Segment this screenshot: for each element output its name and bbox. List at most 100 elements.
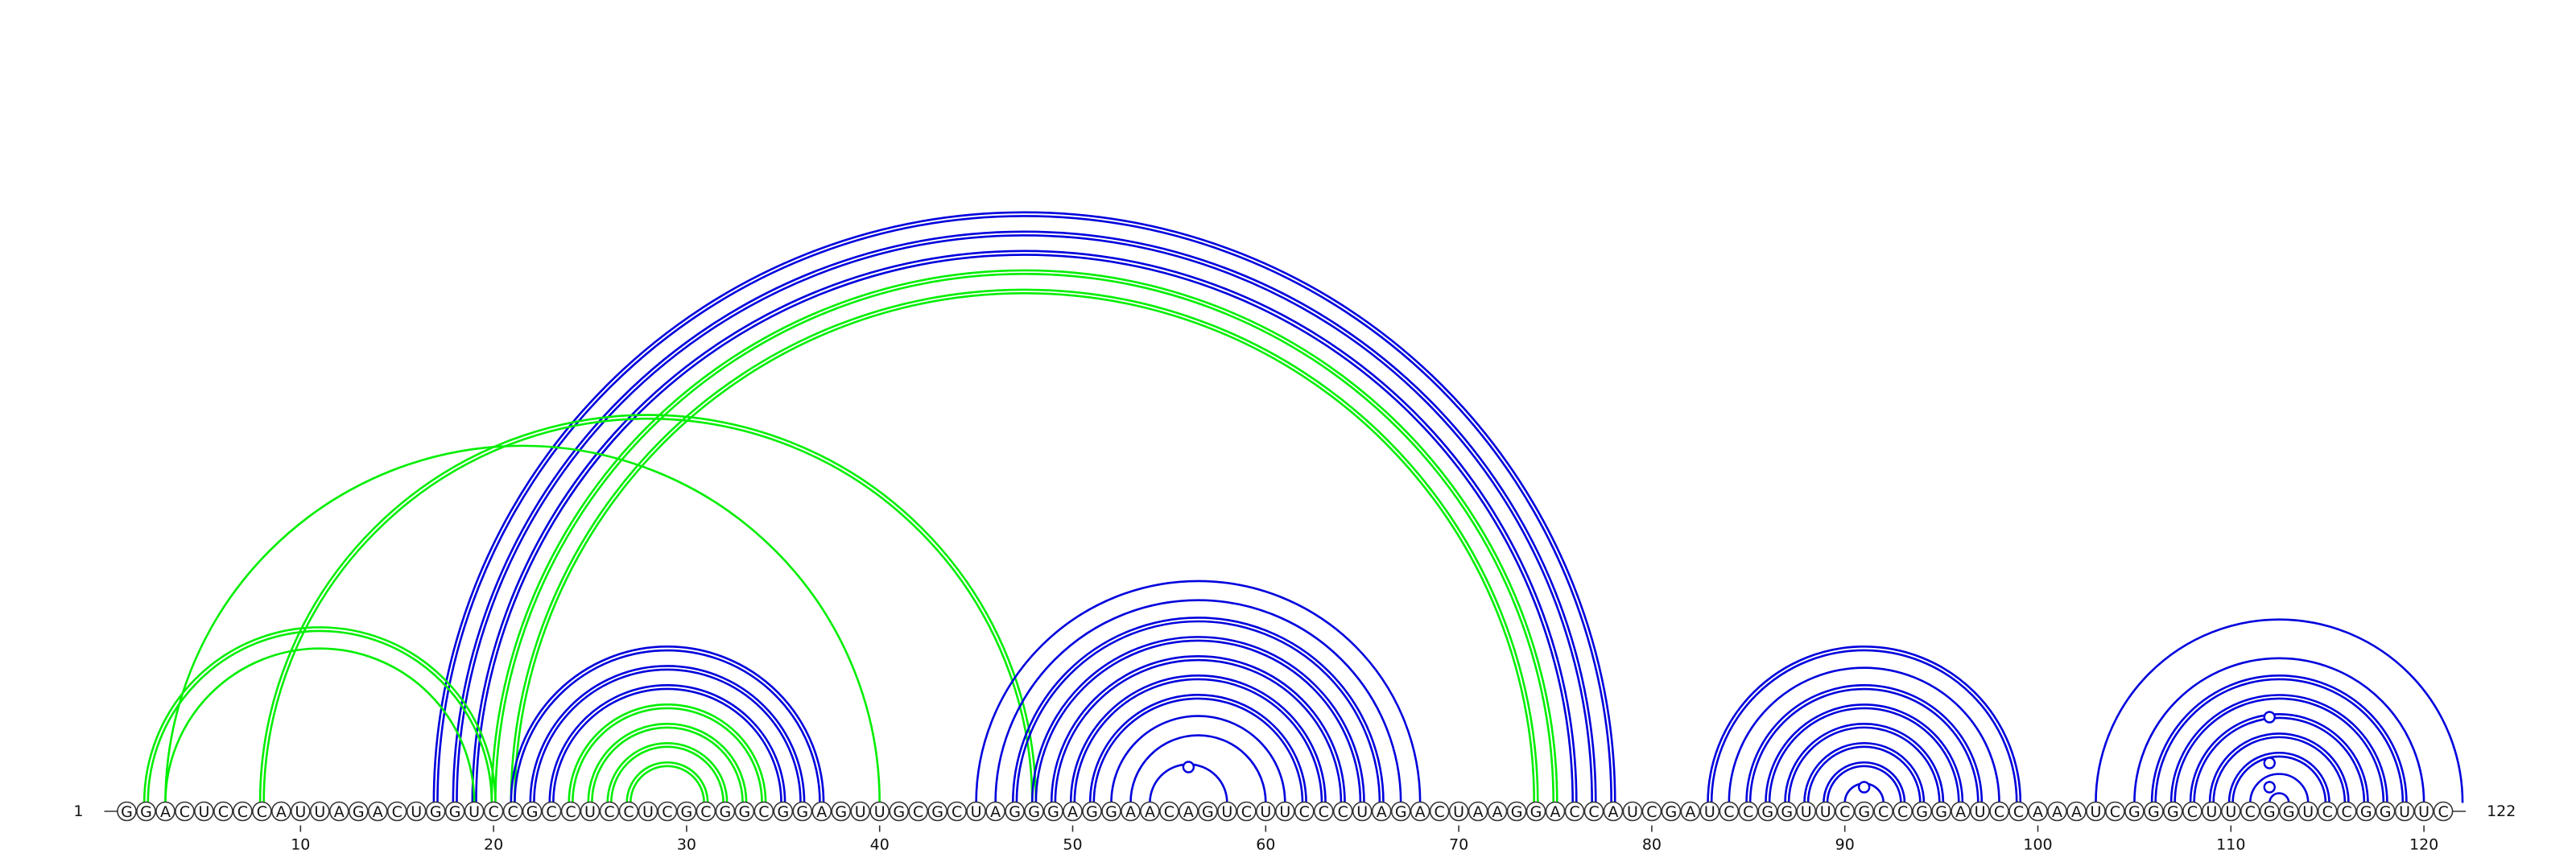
nucleotide-letter: G bbox=[1202, 803, 1214, 821]
nucleotide-circle bbox=[1468, 801, 1488, 822]
nucleotide-letter: U bbox=[584, 803, 596, 821]
nucleotide-letter: C bbox=[913, 803, 923, 821]
nucleotide-letter: U bbox=[2418, 803, 2429, 821]
nucleotide: U bbox=[1699, 801, 1720, 822]
nucleotide-circle bbox=[1179, 801, 1199, 822]
nucleotide-circle bbox=[2163, 801, 2183, 822]
nucleotide: A bbox=[1063, 801, 1083, 822]
base-pair-arc bbox=[514, 649, 821, 803]
nucleotide-circle bbox=[1661, 801, 1682, 822]
nucleotide-circle bbox=[1796, 801, 1817, 822]
nucleotide: U bbox=[1448, 801, 1469, 822]
base-pair-arc bbox=[1015, 620, 1381, 803]
nucleotide-circle bbox=[2086, 801, 2106, 822]
nucleotide-circle bbox=[1429, 801, 1450, 822]
nucleotide-circle bbox=[155, 801, 175, 822]
nucleotide-circle bbox=[2066, 801, 2087, 822]
nucleotide-letter: C bbox=[180, 803, 190, 821]
nucleotide-letter: G bbox=[121, 803, 133, 821]
nucleotide-letter: C bbox=[1743, 803, 1753, 821]
nucleotide: A bbox=[1410, 801, 1430, 822]
nucleotide: C bbox=[2105, 801, 2125, 822]
nucleotide-letter: G bbox=[777, 803, 789, 821]
nucleotide: G bbox=[1101, 801, 1121, 822]
base-pair-arc bbox=[568, 703, 767, 803]
nucleotide-circle bbox=[464, 801, 485, 822]
base-pair-arc bbox=[533, 668, 802, 803]
nucleotide-circle bbox=[696, 801, 716, 822]
nucleotide-circle bbox=[2028, 801, 2048, 822]
nucleotide-letter: A bbox=[1183, 803, 1194, 821]
nucleotide-letter: A bbox=[334, 803, 345, 821]
nucleotide-letter: A bbox=[1685, 803, 1695, 821]
nucleotide-circle bbox=[985, 801, 1005, 822]
nucleotide-letter: G bbox=[1666, 803, 1678, 821]
base-pair-arc bbox=[2169, 694, 2388, 803]
tick-label: 60 bbox=[1256, 836, 1275, 854]
nucleotide: G bbox=[2259, 801, 2280, 822]
base-pair-arc bbox=[1710, 649, 2018, 803]
nucleotide-circle bbox=[1390, 801, 1411, 822]
nucleotide-letter: U bbox=[2206, 803, 2217, 821]
base-pair-arc bbox=[625, 761, 709, 803]
nucleotide: U bbox=[2394, 801, 2415, 822]
base-pair-arc bbox=[1787, 726, 1941, 803]
tick-label: 70 bbox=[1449, 836, 1468, 854]
nucleotide: C bbox=[1583, 801, 1604, 822]
nucleotide: C bbox=[1159, 801, 1179, 822]
nucleotide-circle bbox=[425, 801, 446, 822]
nucleotide: G bbox=[136, 801, 156, 822]
nucleotide: U bbox=[406, 801, 427, 822]
tick-label: 10 bbox=[291, 836, 310, 854]
base-pair-arc bbox=[2174, 697, 2385, 803]
base-pair-arc bbox=[510, 646, 825, 803]
nucleotide-letter: C bbox=[662, 803, 672, 821]
nucleotide-letter: C bbox=[2342, 803, 2352, 821]
nucleotide-circle bbox=[811, 801, 832, 822]
nucleotide-circle bbox=[1641, 801, 1662, 822]
nucleotide-circle bbox=[1564, 801, 1585, 822]
nucleotide: A bbox=[811, 801, 832, 822]
nucleotide-circle bbox=[1815, 801, 1836, 822]
nucleotide-letter: C bbox=[1434, 803, 1444, 821]
nucleotide: C bbox=[483, 801, 504, 822]
nucleotide: U bbox=[2202, 801, 2222, 822]
nucleotide-circle bbox=[309, 801, 330, 822]
nucleotide: U bbox=[291, 801, 311, 822]
nucleotide-circle bbox=[1313, 801, 1334, 822]
nucleotide-letter: U bbox=[1801, 803, 1812, 821]
nucleotide: G bbox=[1912, 801, 1932, 822]
nucleotide-circle bbox=[271, 801, 291, 822]
tick-label: 110 bbox=[2216, 836, 2245, 854]
nucleotide: C bbox=[233, 801, 253, 822]
nucleotide-circle bbox=[1082, 801, 1102, 822]
nucleotide: C bbox=[1989, 801, 2009, 822]
base-pair-arc bbox=[471, 250, 1578, 803]
nucleotide-circle bbox=[831, 801, 852, 822]
tick-label: 30 bbox=[677, 836, 696, 854]
nucleotide-circle bbox=[1680, 801, 1701, 822]
nucleotide-letter: A bbox=[1473, 803, 1484, 821]
nucleotide: A bbox=[155, 801, 175, 822]
nucleotide: G bbox=[1390, 801, 1411, 822]
nucleotide: U bbox=[1256, 801, 1276, 822]
nucleotide-circle bbox=[947, 801, 967, 822]
nucleotide-letter: A bbox=[276, 803, 287, 821]
nucleotide: C bbox=[1294, 801, 1315, 822]
nucleotide: G bbox=[1661, 801, 1682, 822]
nucleotide-letter: A bbox=[1492, 803, 1503, 821]
nucleotide: C bbox=[1332, 801, 1353, 822]
nucleotide-letter: G bbox=[2264, 803, 2276, 821]
nucleotide: G bbox=[2144, 801, 2164, 822]
nucleotide-letter: C bbox=[2322, 803, 2333, 821]
nucleotide-letter: G bbox=[1028, 803, 1040, 821]
base-pair-arc bbox=[494, 273, 1555, 803]
base-pair-arc bbox=[490, 269, 1558, 803]
nucleotide-circle bbox=[1873, 801, 1893, 822]
nucleotide-letter: C bbox=[2187, 803, 2198, 821]
nucleotide-circle bbox=[734, 801, 755, 822]
nucleotide: G bbox=[2124, 801, 2145, 822]
nucleotide-letter: C bbox=[1839, 803, 1850, 821]
nucleotide: A bbox=[985, 801, 1005, 822]
nucleotide-letter: A bbox=[1415, 803, 1426, 821]
